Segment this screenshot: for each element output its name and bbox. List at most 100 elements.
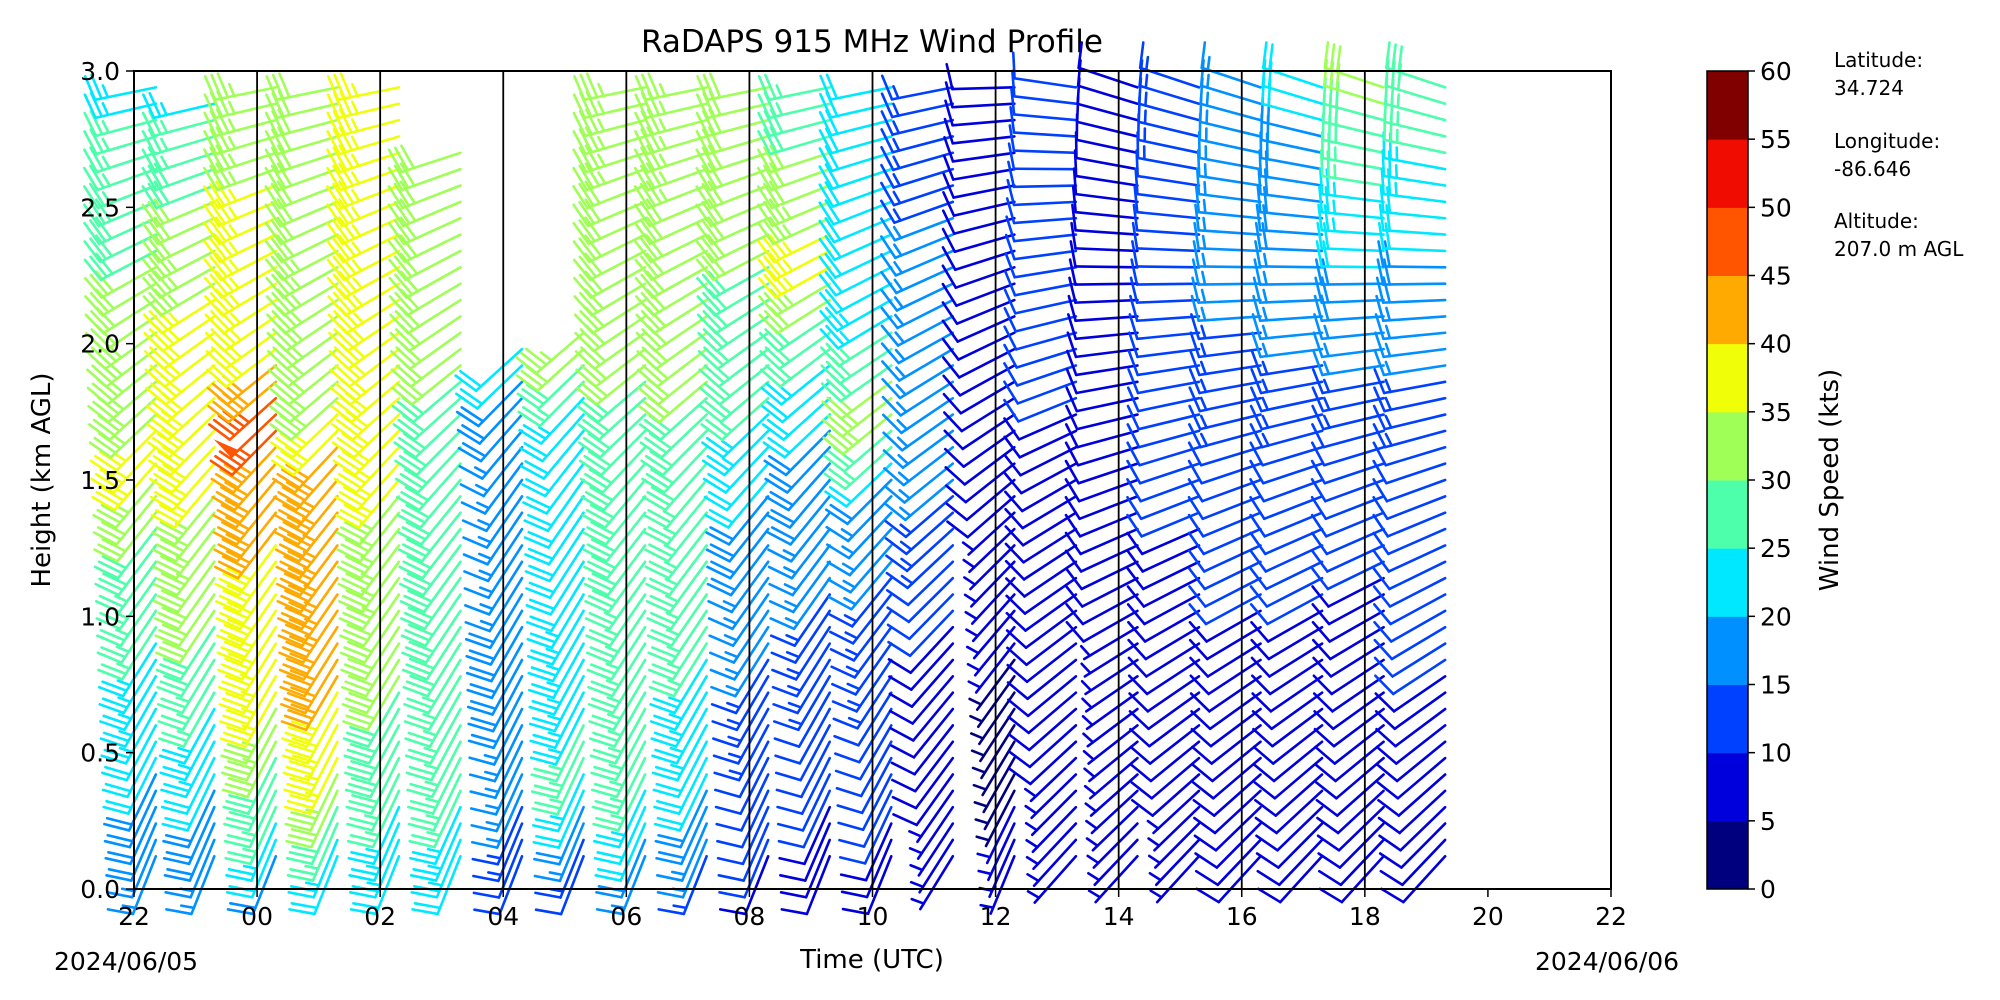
wind-barb bbox=[150, 478, 216, 529]
barb-feather bbox=[466, 705, 494, 716]
barb-half-feather bbox=[966, 662, 981, 672]
barb-feather bbox=[1064, 478, 1081, 503]
barb-feather bbox=[1263, 168, 1269, 197]
barb-staff bbox=[588, 233, 647, 264]
barb-staff bbox=[545, 462, 585, 515]
barb-feather bbox=[761, 404, 784, 424]
barb-staff bbox=[166, 396, 216, 441]
barb-feather bbox=[229, 902, 257, 910]
barb-half-feather bbox=[670, 763, 685, 770]
barb-feather bbox=[203, 166, 219, 192]
barb-staff bbox=[1076, 102, 1139, 122]
barb-staff bbox=[1322, 84, 1385, 106]
wind-barb bbox=[965, 609, 1016, 660]
barb-feather bbox=[818, 110, 833, 137]
barb-half-feather bbox=[117, 713, 133, 720]
barb-half-feather bbox=[1201, 252, 1207, 268]
barb-feather bbox=[393, 164, 410, 190]
barb-staff bbox=[1260, 429, 1324, 449]
barb-staff bbox=[436, 854, 462, 916]
barb-feather bbox=[705, 531, 731, 546]
barb-feather bbox=[409, 782, 437, 793]
barb-staff bbox=[419, 495, 462, 546]
barb-staff bbox=[1260, 102, 1324, 122]
barb-staff bbox=[117, 544, 158, 597]
barb-feather bbox=[1253, 781, 1277, 800]
wind-barb bbox=[219, 675, 278, 732]
barb-feather bbox=[1310, 531, 1329, 556]
wind-barb bbox=[644, 527, 708, 580]
barb-staff bbox=[1321, 138, 1385, 155]
barb-staff bbox=[583, 118, 647, 138]
barb-feather bbox=[350, 777, 378, 787]
barb-staff bbox=[610, 625, 647, 681]
barb-feather bbox=[273, 400, 297, 420]
wind-barb bbox=[1129, 294, 1201, 323]
barb-staff bbox=[898, 347, 955, 382]
barb-staff bbox=[283, 298, 339, 335]
barb-feather bbox=[886, 623, 911, 641]
barb-staff bbox=[101, 282, 158, 317]
barb-feather bbox=[409, 873, 438, 882]
barb-feather bbox=[654, 748, 682, 759]
wind-barb bbox=[649, 675, 708, 732]
barb-feather bbox=[1005, 629, 1028, 649]
barb-feather bbox=[326, 203, 344, 228]
barb-feather bbox=[695, 130, 711, 156]
barb-staff bbox=[220, 266, 278, 299]
barb-staff bbox=[1012, 131, 1078, 138]
barb-staff bbox=[1135, 265, 1201, 269]
barb-feather bbox=[1187, 513, 1205, 538]
barb-half-feather bbox=[847, 432, 860, 443]
barb-half-feather bbox=[168, 329, 181, 342]
barb-feather bbox=[83, 75, 97, 102]
barb-feather bbox=[1188, 638, 1209, 661]
wind-barb bbox=[651, 707, 708, 765]
wind-barb bbox=[716, 805, 770, 866]
barb-feather bbox=[397, 531, 423, 546]
wind-barb bbox=[1127, 642, 1201, 678]
wind-barb bbox=[388, 266, 462, 299]
barb-staff bbox=[1075, 138, 1139, 155]
barb-feather bbox=[283, 714, 311, 726]
barb-feather bbox=[94, 600, 121, 614]
barb-half-feather bbox=[979, 903, 995, 909]
wind-barb bbox=[655, 805, 708, 866]
barb-feather bbox=[345, 589, 372, 603]
barb-feather bbox=[1250, 386, 1263, 413]
barb-feather bbox=[344, 771, 372, 782]
barb-staff bbox=[1013, 249, 1078, 261]
barb-half-feather bbox=[847, 699, 862, 708]
barb-staff bbox=[1382, 380, 1447, 395]
barb-half-feather bbox=[350, 153, 360, 168]
barb-staff bbox=[954, 266, 1016, 290]
longitude-label: Longitude: bbox=[1834, 129, 1940, 153]
wind-barb bbox=[1086, 822, 1139, 869]
barb-feather bbox=[652, 788, 680, 799]
barb-staff bbox=[474, 347, 524, 393]
wind-barb bbox=[643, 478, 708, 529]
barb-feather bbox=[286, 674, 313, 687]
barb-feather bbox=[289, 868, 317, 876]
barb-staff bbox=[1074, 228, 1139, 236]
barb-staff bbox=[123, 691, 158, 748]
wind-barb bbox=[942, 191, 1016, 217]
barb-feather bbox=[584, 252, 603, 275]
barb-feather bbox=[1251, 313, 1262, 341]
wind-barb bbox=[884, 495, 955, 539]
wind-barb bbox=[387, 180, 462, 210]
barb-half-feather bbox=[101, 155, 111, 170]
barb-feather bbox=[332, 273, 352, 296]
barb-feather bbox=[159, 771, 187, 782]
wind-barb bbox=[1318, 185, 1385, 220]
barb-feather bbox=[99, 611, 126, 625]
barb-feather bbox=[641, 346, 663, 367]
barb-feather bbox=[342, 468, 367, 485]
barb-feather bbox=[283, 697, 310, 709]
barb-staff bbox=[1077, 462, 1139, 485]
wind-barb bbox=[590, 724, 647, 782]
wind-barb bbox=[891, 740, 955, 793]
wind-barb bbox=[885, 527, 955, 573]
barb-half-feather bbox=[116, 662, 131, 670]
barb-feather bbox=[333, 73, 346, 100]
